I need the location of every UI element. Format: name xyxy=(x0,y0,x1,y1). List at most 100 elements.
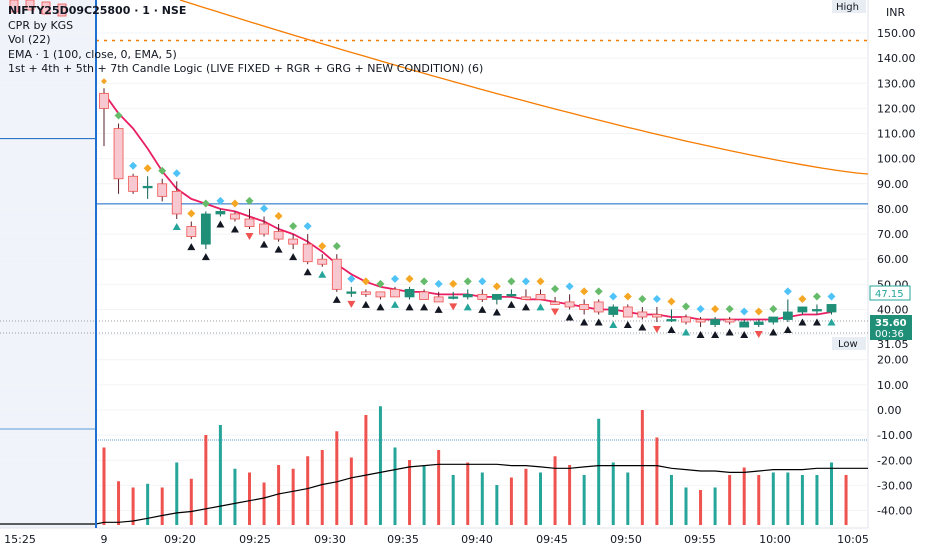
candle xyxy=(404,288,415,298)
candle xyxy=(666,319,677,322)
time-axis[interactable] xyxy=(0,528,868,550)
indicator-legend: NIFTY25D09C25800 · 1 · NSE CPR by KGS Vo… xyxy=(8,4,483,77)
legend-ema[interactable]: EMA · 1 (100, close, 0, EMA, 5) xyxy=(8,47,177,61)
volume-bar xyxy=(480,472,484,525)
y-tick-label: 0.00 xyxy=(877,404,902,417)
signal-diamond xyxy=(449,279,458,288)
volume-bar xyxy=(422,465,426,525)
high-badge: High xyxy=(832,0,866,13)
signal-diamond xyxy=(420,277,429,286)
candle xyxy=(25,0,35,11)
ema-slow-line xyxy=(179,0,869,175)
volume-ma-line xyxy=(0,463,868,525)
x-tick-label: 09:40 xyxy=(461,533,493,546)
signal-diamond xyxy=(623,292,632,301)
signal-triangle-up xyxy=(769,328,778,336)
candle xyxy=(681,316,691,323)
candle xyxy=(433,296,444,303)
candle xyxy=(273,231,284,240)
candle xyxy=(288,238,299,245)
volume-bar xyxy=(684,487,688,525)
volume-bar xyxy=(699,490,703,525)
y-tick-label: 100.00 xyxy=(877,153,916,166)
volume-bar xyxy=(218,425,222,525)
signal-triangle-up xyxy=(696,331,705,339)
y-tick-label: -20.00 xyxy=(877,454,912,467)
legend-symbol[interactable]: NIFTY25D09C25800 · 1 · NSE xyxy=(8,4,187,17)
volume-ma xyxy=(0,463,868,525)
candle xyxy=(99,92,109,109)
x-tick-label: 09:35 xyxy=(387,533,419,546)
signal-diamond xyxy=(260,204,269,213)
candle xyxy=(695,319,706,323)
signal-diamond xyxy=(143,164,152,173)
volume-bar xyxy=(291,468,295,525)
signal-triangle-up xyxy=(827,318,836,326)
volume-bar xyxy=(728,475,732,525)
volume-bar xyxy=(800,475,804,525)
x-tick-label: 10:05 xyxy=(837,533,869,546)
y-tick-label: 110.00 xyxy=(877,128,916,141)
volume-bar xyxy=(262,482,266,525)
candle xyxy=(521,296,531,300)
signal-diamond xyxy=(754,307,763,316)
signal-diamond xyxy=(434,279,443,288)
signal-diamond xyxy=(245,196,254,205)
premarket-shade xyxy=(0,0,96,528)
signal-triangle-down xyxy=(245,233,254,241)
candle xyxy=(142,185,153,189)
signal-diamond xyxy=(812,292,821,301)
legend-vol[interactable]: Vol (22) xyxy=(8,33,51,46)
candle xyxy=(9,0,19,13)
volume-bar xyxy=(408,460,412,525)
volume-bar xyxy=(102,447,106,525)
signal-triangle-up xyxy=(391,300,399,308)
candle xyxy=(331,258,342,290)
x-tick-label: 09:20 xyxy=(164,533,196,546)
volume-bar xyxy=(393,447,397,525)
candle xyxy=(826,304,837,313)
signal-diamond xyxy=(361,277,370,286)
volume-bar xyxy=(757,475,761,525)
signal-diamond xyxy=(303,222,312,231)
candle xyxy=(215,211,226,215)
legend-logic[interactable]: 1st + 4th + 5th + 7th Candle Logic (LIVE… xyxy=(8,62,484,75)
candle xyxy=(346,291,357,294)
low-badge: Low 31.05 xyxy=(832,337,909,351)
volume-bar xyxy=(248,472,251,525)
legend-cpr[interactable]: CPR by KGS xyxy=(8,18,74,32)
signal-triangle-up xyxy=(230,225,239,233)
volume-bar xyxy=(771,472,775,525)
signal-triangle-up xyxy=(216,220,225,228)
currency-label[interactable]: INR xyxy=(886,6,905,19)
signal-diamond xyxy=(114,111,123,120)
candle xyxy=(230,213,240,220)
signal-triangle-up xyxy=(783,326,792,334)
candle xyxy=(768,316,779,323)
signal-diamond xyxy=(667,297,676,306)
volume-bar xyxy=(815,475,819,525)
ema-value-tag: 47.15 xyxy=(869,285,911,301)
signal-triangle-up xyxy=(376,303,385,311)
signal-diamond xyxy=(216,196,225,205)
candle xyxy=(797,306,808,313)
candle xyxy=(812,309,822,312)
price-axis[interactable] xyxy=(868,0,932,550)
signal-triangle-down xyxy=(551,308,560,316)
high-text: High xyxy=(836,2,859,13)
volume-bar xyxy=(626,472,630,525)
signal-diamond xyxy=(827,292,836,301)
signal-triangle-up xyxy=(303,268,312,276)
y-tick-label: 10.00 xyxy=(877,379,909,392)
signal-diamond xyxy=(536,277,545,286)
signal-triangle-up xyxy=(420,303,429,311)
candle xyxy=(753,321,764,325)
volume-bar xyxy=(335,431,339,525)
volume-bar xyxy=(364,415,368,525)
signal-triangle-up xyxy=(318,270,327,278)
volume-bar xyxy=(640,410,644,525)
candle xyxy=(782,311,793,320)
signal-triangle-up xyxy=(812,318,821,326)
countdown-text: 00:36 xyxy=(875,329,904,340)
